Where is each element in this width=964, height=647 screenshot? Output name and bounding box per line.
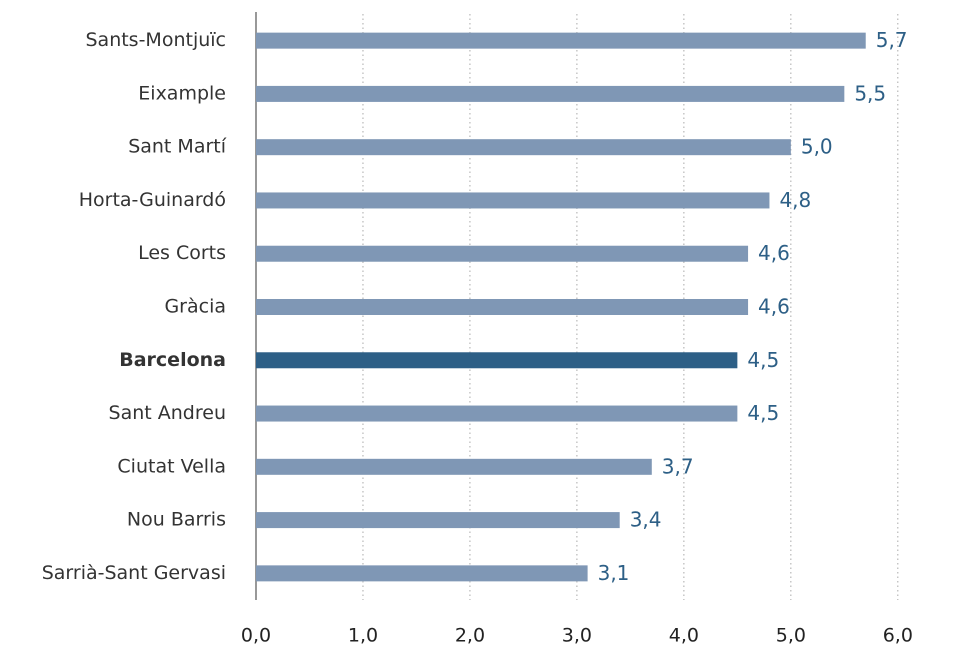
x-tick-label: 2,0	[455, 625, 485, 647]
category-label: Sarrià-Sant Gervasi	[42, 562, 226, 584]
bar	[256, 192, 770, 209]
bar	[256, 565, 588, 582]
value-label: 4,6	[758, 295, 790, 319]
bar	[256, 299, 749, 315]
x-tick-label: 5,0	[776, 625, 806, 647]
x-tick-label: 0,0	[241, 625, 271, 647]
category-label: Sant Andreu	[109, 402, 226, 424]
category-label: Sant Martí	[128, 136, 227, 158]
category-label: Eixample	[138, 82, 226, 104]
value-label: 4,5	[747, 348, 779, 372]
value-label: 4,6	[758, 241, 790, 265]
value-label: 5,5	[854, 81, 886, 105]
x-tick-label: 4,0	[669, 625, 699, 647]
category-label: Horta-Guinardó	[79, 189, 226, 211]
bar	[256, 512, 620, 529]
value-label: 4,8	[779, 188, 811, 212]
bar	[256, 139, 791, 156]
category-label: Sants-Montjuïc	[85, 29, 226, 51]
bar	[256, 245, 749, 262]
category-label: Nou Barris	[127, 509, 226, 531]
value-label: 5,0	[801, 135, 833, 159]
bar	[256, 405, 738, 422]
category-label: Barcelona	[119, 349, 226, 371]
value-label: 5,7	[876, 28, 908, 52]
bar	[256, 352, 738, 369]
bar	[256, 458, 652, 475]
value-label: 3,7	[662, 454, 694, 478]
bar	[256, 32, 866, 49]
category-label: Gràcia	[164, 296, 226, 318]
category-label: Ciutat Vella	[117, 455, 226, 477]
value-label: 3,1	[598, 561, 630, 585]
x-tick-label: 6,0	[883, 625, 913, 647]
x-tick-label: 3,0	[562, 625, 592, 647]
value-label: 4,5	[747, 401, 779, 425]
value-label: 3,4	[630, 508, 662, 532]
x-tick-label: 1,0	[348, 625, 378, 647]
bar	[256, 85, 845, 102]
category-label: Les Corts	[138, 242, 226, 264]
